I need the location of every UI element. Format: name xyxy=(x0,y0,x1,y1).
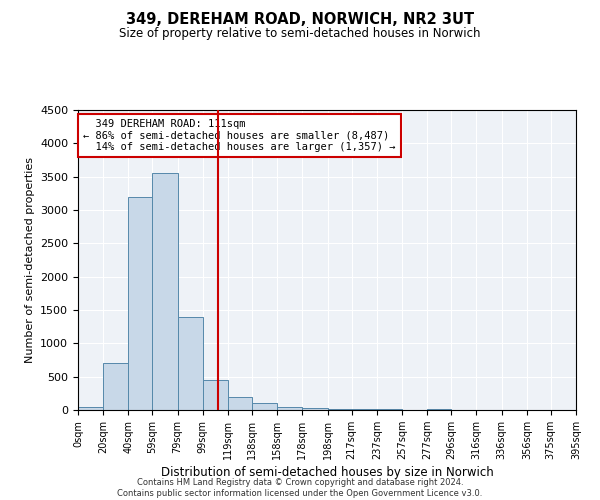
Text: Contains HM Land Registry data © Crown copyright and database right 2024.
Contai: Contains HM Land Registry data © Crown c… xyxy=(118,478,482,498)
Text: 349 DEREHAM ROAD: 111sqm
← 86% of semi-detached houses are smaller (8,487)
  14%: 349 DEREHAM ROAD: 111sqm ← 86% of semi-d… xyxy=(83,119,395,152)
Bar xyxy=(152,174,178,410)
Bar xyxy=(328,408,352,410)
X-axis label: Distribution of semi-detached houses by size in Norwich: Distribution of semi-detached houses by … xyxy=(161,466,493,479)
Text: 349, DEREHAM ROAD, NORWICH, NR2 3UT: 349, DEREHAM ROAD, NORWICH, NR2 3UT xyxy=(126,12,474,28)
Bar xyxy=(128,196,152,410)
Text: Size of property relative to semi-detached houses in Norwich: Size of property relative to semi-detach… xyxy=(119,28,481,40)
Bar xyxy=(203,380,228,410)
Bar xyxy=(228,396,252,410)
Bar xyxy=(103,364,128,410)
Bar xyxy=(277,406,302,410)
Bar xyxy=(78,406,103,410)
Bar xyxy=(302,408,328,410)
Bar xyxy=(252,404,277,410)
Y-axis label: Number of semi-detached properties: Number of semi-detached properties xyxy=(25,157,35,363)
Bar xyxy=(178,316,203,410)
